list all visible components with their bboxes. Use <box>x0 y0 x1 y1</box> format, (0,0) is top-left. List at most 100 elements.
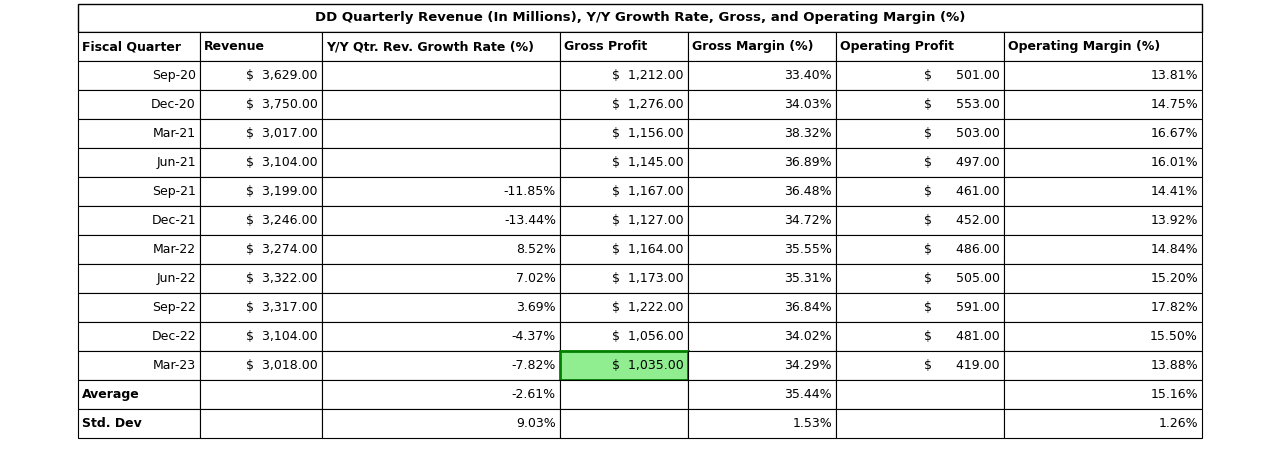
Bar <box>689 90 836 119</box>
Text: Jun-21: Jun-21 <box>156 156 196 169</box>
Bar <box>200 322 323 351</box>
Text: Operating Margin (%): Operating Margin (%) <box>1009 40 1160 53</box>
Bar <box>323 293 561 322</box>
Text: 14.41%: 14.41% <box>1151 185 1198 198</box>
Bar <box>200 264 323 293</box>
Bar <box>561 119 689 148</box>
Bar <box>200 148 323 177</box>
Bar <box>200 235 323 264</box>
Bar <box>323 206 561 235</box>
Text: Dec-20: Dec-20 <box>151 98 196 111</box>
Bar <box>1004 61 1202 90</box>
Text: -2.61%: -2.61% <box>512 388 556 401</box>
Text: Dec-22: Dec-22 <box>151 330 196 343</box>
Text: $  3,104.00: $ 3,104.00 <box>246 156 317 169</box>
Bar <box>836 119 1004 148</box>
Bar <box>200 177 323 206</box>
Bar <box>200 409 323 438</box>
Text: 13.81%: 13.81% <box>1151 69 1198 82</box>
Bar <box>1004 351 1202 380</box>
Text: -4.37%: -4.37% <box>512 330 556 343</box>
Text: 7.02%: 7.02% <box>516 272 556 285</box>
Text: Dec-21: Dec-21 <box>151 214 196 227</box>
Text: Jun-22: Jun-22 <box>156 272 196 285</box>
Text: 14.84%: 14.84% <box>1151 243 1198 256</box>
Bar <box>561 177 689 206</box>
Text: $  1,164.00: $ 1,164.00 <box>613 243 684 256</box>
Bar <box>561 380 689 409</box>
Bar <box>323 264 561 293</box>
Text: 35.31%: 35.31% <box>785 272 832 285</box>
Bar <box>689 380 836 409</box>
Bar <box>323 32 561 61</box>
Bar <box>1004 380 1202 409</box>
Bar <box>689 119 836 148</box>
Bar <box>323 351 561 380</box>
Text: $  1,127.00: $ 1,127.00 <box>612 214 684 227</box>
Text: $  3,317.00: $ 3,317.00 <box>246 301 317 314</box>
Bar <box>200 293 323 322</box>
Bar <box>836 293 1004 322</box>
Bar <box>1004 177 1202 206</box>
Text: 3.69%: 3.69% <box>516 301 556 314</box>
Bar <box>1004 148 1202 177</box>
Text: Operating Profit: Operating Profit <box>840 40 954 53</box>
Bar <box>561 322 689 351</box>
Bar <box>561 264 689 293</box>
Text: 15.50%: 15.50% <box>1151 330 1198 343</box>
Text: 38.32%: 38.32% <box>785 127 832 140</box>
Text: 13.88%: 13.88% <box>1151 359 1198 372</box>
Text: -7.82%: -7.82% <box>512 359 556 372</box>
Text: 8.52%: 8.52% <box>516 243 556 256</box>
Bar <box>78 322 200 351</box>
Text: $  3,629.00: $ 3,629.00 <box>247 69 317 82</box>
Text: $      503.00: $ 503.00 <box>924 127 1000 140</box>
Text: 35.44%: 35.44% <box>785 388 832 401</box>
Text: 1.53%: 1.53% <box>792 417 832 430</box>
Text: DD Quarterly Revenue (In Millions), Y/Y Growth Rate, Gross, and Operating Margin: DD Quarterly Revenue (In Millions), Y/Y … <box>315 12 965 24</box>
Bar <box>689 322 836 351</box>
Bar <box>836 380 1004 409</box>
Bar <box>323 177 561 206</box>
Bar <box>200 380 323 409</box>
Bar <box>836 61 1004 90</box>
Text: Sep-22: Sep-22 <box>152 301 196 314</box>
Bar <box>836 148 1004 177</box>
Text: 34.72%: 34.72% <box>785 214 832 227</box>
Text: Sep-20: Sep-20 <box>152 69 196 82</box>
Text: 35.55%: 35.55% <box>785 243 832 256</box>
Bar <box>836 206 1004 235</box>
Bar <box>561 293 689 322</box>
Bar <box>689 235 836 264</box>
Text: 9.03%: 9.03% <box>516 417 556 430</box>
Text: $      461.00: $ 461.00 <box>924 185 1000 198</box>
Bar <box>323 148 561 177</box>
Text: $  1,056.00: $ 1,056.00 <box>612 330 684 343</box>
Bar <box>561 235 689 264</box>
Text: 17.82%: 17.82% <box>1151 301 1198 314</box>
Text: 13.92%: 13.92% <box>1151 214 1198 227</box>
Bar <box>689 177 836 206</box>
Text: $  3,104.00: $ 3,104.00 <box>246 330 317 343</box>
Bar <box>323 235 561 264</box>
Bar <box>561 206 689 235</box>
Text: $      497.00: $ 497.00 <box>924 156 1000 169</box>
Text: Revenue: Revenue <box>204 40 265 53</box>
Text: $      452.00: $ 452.00 <box>924 214 1000 227</box>
Bar <box>323 61 561 90</box>
Bar <box>200 32 323 61</box>
Bar <box>561 90 689 119</box>
Text: Average: Average <box>82 388 140 401</box>
Bar <box>836 90 1004 119</box>
Bar <box>836 351 1004 380</box>
Text: 16.01%: 16.01% <box>1151 156 1198 169</box>
Bar <box>689 206 836 235</box>
Text: $  3,246.00: $ 3,246.00 <box>247 214 317 227</box>
Bar <box>561 351 689 380</box>
Bar <box>200 206 323 235</box>
Text: $  1,156.00: $ 1,156.00 <box>612 127 684 140</box>
Bar <box>78 4 1202 32</box>
Bar <box>78 264 200 293</box>
Bar <box>1004 206 1202 235</box>
Bar <box>78 90 200 119</box>
